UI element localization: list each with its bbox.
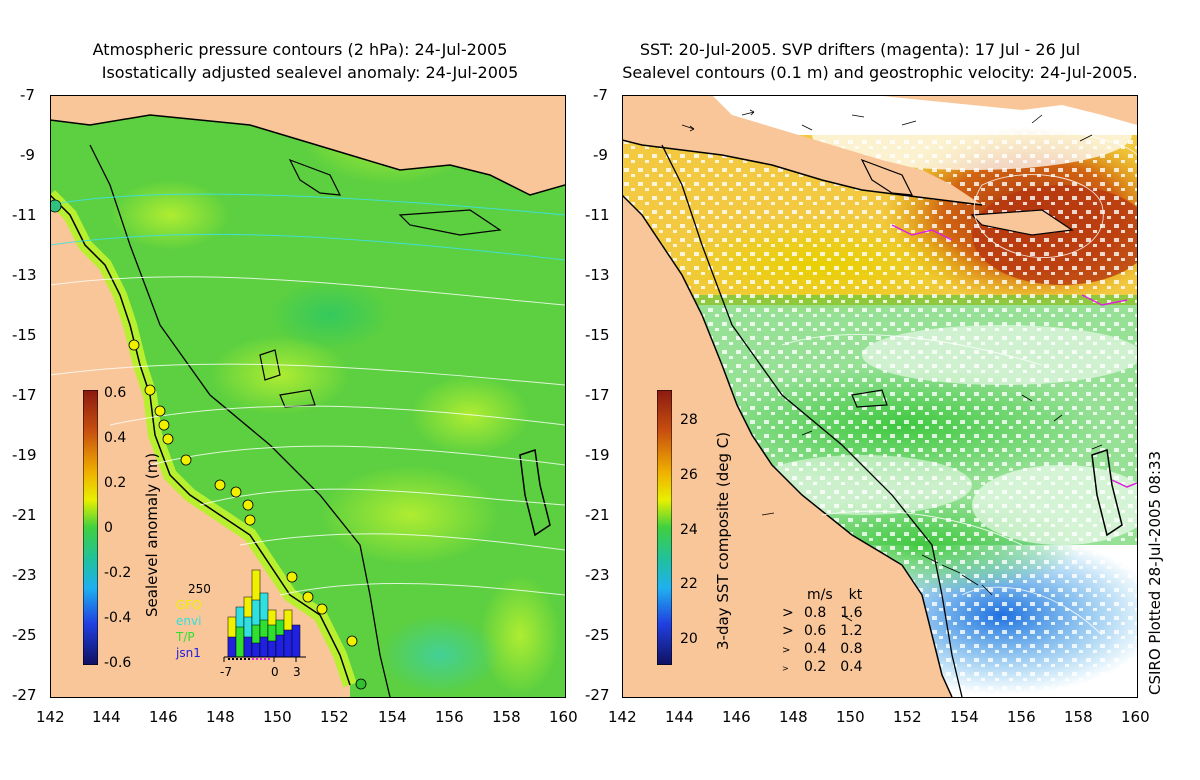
left-title-line1: Atmospheric pressure contours (2 hPa): 2… [92, 40, 508, 59]
velocity-legend-row-0: >0.8 1.6 [782, 605, 863, 621]
left-ytick-1: -9 [20, 146, 35, 164]
left-ytick-8: -23 [12, 566, 37, 584]
right-ytick-8: -23 [585, 566, 610, 584]
histogram-ymax: 250 [188, 582, 211, 596]
sealevel-anomaly-map: 0.6 0.4 0.2 0 -0.2 -0.4 -0.6 Sealevel an… [50, 95, 565, 697]
velocity-legend-header: m/s kt [807, 587, 863, 603]
ssla-tick-1: 0.4 [104, 430, 127, 446]
right-xtick-7: 156 [1007, 708, 1036, 726]
right-ytick-0: -7 [593, 86, 608, 104]
sst-map: 28 26 24 22 20 3-day SST composite (deg … [622, 95, 1137, 697]
right-ytick-6: -19 [585, 446, 610, 464]
left-xtick-6: 154 [378, 708, 407, 726]
left-xtick-7: 156 [435, 708, 464, 726]
right-xtick-5: 152 [893, 708, 922, 726]
velocity-legend-row-2: >0.4 0.8 [782, 641, 863, 657]
right-xtick-8: 158 [1064, 708, 1093, 726]
left-ytick-7: -21 [12, 506, 37, 524]
sealevel-colorbar [83, 390, 98, 665]
histogram-legend-jsn1: jsn1 [176, 646, 201, 660]
right-xtick-2: 146 [722, 708, 751, 726]
left-xtick-3: 148 [206, 708, 235, 726]
sst-tick-3: 22 [680, 576, 698, 592]
right-ytick-4: -15 [585, 326, 610, 344]
left-title-line2: Isostatically adjusted sealevel anomaly:… [101, 63, 519, 82]
left-xtick-1: 144 [92, 708, 121, 726]
right-title-line1: SST: 20-Jul-2005. SVP drifters (magenta)… [639, 40, 1081, 59]
histogram-legend-gfo: GFO [176, 598, 202, 612]
right-ytick-7: -21 [585, 506, 610, 524]
land-png [50, 95, 565, 195]
sst-tick-1: 26 [680, 467, 698, 483]
left-ytick-4: -15 [12, 326, 37, 344]
left-xtick-8: 158 [492, 708, 521, 726]
right-ytick-3: -13 [585, 266, 610, 284]
ssla-tick-4: -0.2 [104, 565, 132, 581]
right-xtick-0: 142 [608, 708, 637, 726]
left-xtick-2: 146 [149, 708, 178, 726]
right-ytick-2: -11 [585, 206, 610, 224]
sst-colorbar-label: 3-day SST composite (deg C) [714, 431, 732, 650]
velocity-legend-row-1: >0.6 1.2 [782, 623, 863, 639]
left-xtick-5: 152 [320, 708, 349, 726]
ssla-colorbar-label: Sealevel anomaly (m) [143, 452, 161, 617]
left-ytick-3: -13 [12, 266, 37, 284]
right-ytick-10: -27 [585, 686, 610, 704]
ssla-tick-3: 0 [104, 520, 113, 536]
right-ytick-5: -17 [585, 386, 610, 404]
histogram-xtick-1: 0 [271, 665, 279, 679]
ssla-tick-2: 0.2 [104, 475, 127, 491]
ssla-tick-6: -0.6 [104, 655, 132, 671]
left-ytick-0: -7 [20, 86, 35, 104]
left-ytick-2: -11 [12, 206, 37, 224]
left-ytick-9: -25 [12, 626, 37, 644]
left-ytick-6: -19 [12, 446, 37, 464]
sst-tick-2: 24 [680, 522, 698, 538]
altimetry-histogram [223, 569, 306, 662]
left-xtick-0: 142 [36, 708, 65, 726]
histogram-xtick-2: 3 [293, 665, 301, 679]
right-ytick-1: -9 [593, 146, 608, 164]
land-queensland [50, 95, 350, 697]
ssla-tick-5: -0.4 [104, 610, 132, 626]
right-xtick-9: 160 [1121, 708, 1150, 726]
histogram-legend-envi: envi [176, 614, 202, 628]
right-title-line2: Sealevel contours (0.1 m) and geostrophi… [622, 63, 1138, 82]
sst-colorbar [657, 390, 672, 665]
right-xtick-4: 150 [836, 708, 865, 726]
plot-credit: CSIRO Plotted 28-Jul-2005 08:33 [1146, 450, 1164, 695]
ssla-tick-0: 0.6 [104, 385, 127, 401]
histogram-legend-tp: T/P [176, 630, 195, 644]
velocity-legend-row-3: >0.2 0.4 [782, 659, 863, 675]
left-xtick-9: 160 [549, 708, 578, 726]
right-ytick-9: -25 [585, 626, 610, 644]
left-ytick-5: -17 [12, 386, 37, 404]
velocity-arrows [681, 109, 1103, 622]
right-xtick-3: 148 [779, 708, 808, 726]
left-ytick-10: -27 [12, 686, 37, 704]
left-xtick-4: 150 [263, 708, 292, 726]
histogram-xtick-0: -7 [220, 665, 232, 679]
right-xtick-1: 144 [665, 708, 694, 726]
sst-tick-4: 20 [680, 631, 698, 647]
sst-tick-0: 28 [680, 412, 698, 428]
right-xtick-6: 154 [950, 708, 979, 726]
